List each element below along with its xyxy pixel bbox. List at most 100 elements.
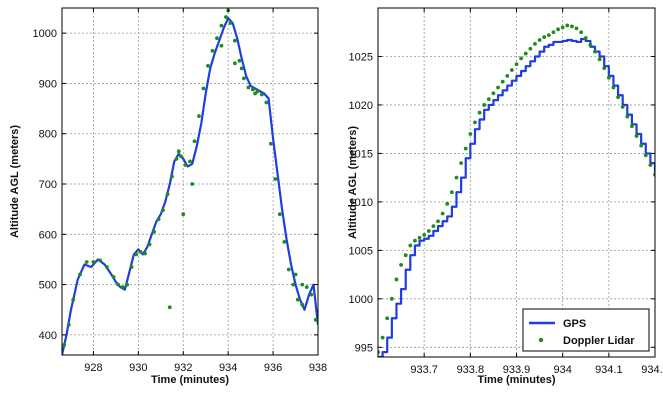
- data-point-doppler-lidar: [233, 38, 237, 43]
- y-tick-label: 1020: [349, 100, 373, 112]
- data-point-doppler-lidar: [630, 124, 634, 129]
- data-point-doppler-lidar: [239, 66, 244, 71]
- data-point-doppler-lidar: [174, 156, 179, 161]
- data-point-doppler-lidar: [71, 297, 76, 302]
- data-point-doppler-lidar: [394, 277, 399, 282]
- series-line-gps: [378, 37, 655, 357]
- y-tick-label: 400: [39, 330, 57, 342]
- data-point-doppler-lidar: [183, 163, 188, 167]
- y-tick-label: 1025: [349, 51, 373, 63]
- data-point-doppler-lidar: [463, 146, 468, 151]
- data-point-doppler-lidar: [422, 232, 427, 237]
- data-point-doppler-lidar: [449, 190, 454, 195]
- data-point-doppler-lidar: [417, 235, 422, 240]
- data-point-doppler-lidar: [408, 243, 413, 248]
- x-tick-label: 930: [129, 362, 147, 374]
- data-point-doppler-lidar: [188, 159, 192, 164]
- data-point-doppler-lidar: [129, 265, 134, 269]
- data-point-doppler-lidar: [551, 30, 556, 35]
- data-point-doppler-lidar: [246, 85, 251, 90]
- data-point-doppler-lidar: [639, 143, 644, 148]
- x-tick-label: 933.9: [503, 364, 531, 376]
- data-point-doppler-lidar: [309, 292, 314, 297]
- data-point-doppler-lidar: [215, 36, 219, 41]
- data-point-doppler-lidar: [385, 316, 390, 321]
- data-point-doppler-lidar: [468, 132, 473, 136]
- data-point-doppler-lidar: [491, 91, 496, 96]
- data-point-doppler-lidar: [473, 120, 477, 125]
- data-point-doppler-lidar: [542, 35, 547, 39]
- data-point-doppler-lidar: [413, 238, 417, 243]
- data-point-doppler-lidar: [295, 297, 300, 302]
- data-point-doppler-lidar: [237, 58, 242, 63]
- data-point-doppler-lidar: [537, 38, 542, 42]
- data-point-doppler-lidar: [546, 33, 551, 38]
- data-point-doppler-lidar: [111, 275, 116, 279]
- data-point-doppler-lidar: [496, 85, 500, 90]
- x-tick-label: 928: [84, 362, 102, 374]
- data-point-doppler-lidar: [583, 36, 588, 40]
- data-point-doppler-lidar: [134, 252, 139, 257]
- data-point-doppler-lidar: [210, 48, 215, 53]
- data-point-doppler-lidar: [66, 322, 71, 327]
- x-tick-label: 934.2: [641, 364, 663, 376]
- data-point-doppler-lidar: [440, 211, 445, 216]
- data-point-doppler-lidar: [259, 92, 264, 97]
- data-point-doppler-lidar: [156, 217, 161, 222]
- data-point-doppler-lidar: [78, 272, 82, 277]
- data-point-doppler-lidar: [389, 296, 394, 301]
- data-point-doppler-lidar: [233, 61, 237, 66]
- data-point-doppler-lidar: [523, 51, 528, 56]
- left-chart-panel: 928 930 932 934 936 938 400 500 600 700 800 900 1000…: [9, 7, 327, 386]
- data-point-doppler-lidar: [293, 272, 298, 277]
- data-point-doppler-lidar: [192, 139, 197, 144]
- data-point-doppler-lidar: [125, 282, 130, 287]
- plot-background: [62, 8, 318, 355]
- data-point-doppler-lidar: [138, 250, 143, 254]
- data-point-doppler-lidar: [286, 267, 291, 272]
- data-point-doppler-lidar: [116, 282, 121, 287]
- data-point-doppler-lidar: [611, 85, 616, 90]
- data-point-doppler-lidar: [606, 75, 611, 80]
- data-point-doppler-lidar: [380, 335, 385, 340]
- data-point-doppler-lidar: [264, 100, 269, 105]
- data-point-doppler-lidar: [620, 104, 625, 109]
- x-tick-label: 933.7: [410, 364, 438, 376]
- data-point-doppler-lidar: [643, 153, 648, 158]
- data-point-doppler-lidar: [62, 343, 67, 347]
- y-tick-label: 1005: [349, 245, 373, 257]
- legend-label-doppler-lidar: Doppler Lidar: [563, 335, 635, 347]
- data-point-doppler-lidar: [273, 177, 278, 181]
- data-point-doppler-lidar: [143, 251, 147, 256]
- data-point-doppler-lidar: [84, 260, 89, 264]
- y-tick-label: 700: [39, 179, 57, 191]
- data-point-doppler-lidar: [300, 282, 305, 287]
- data-point-doppler-lidar: [625, 114, 630, 119]
- data-point-doppler-lidar: [486, 97, 491, 102]
- data-point-doppler-lidar: [574, 26, 579, 31]
- data-point-doppler-lidar: [399, 263, 403, 267]
- x-tick-label: 934.1: [595, 364, 623, 376]
- series-group: [378, 23, 655, 357]
- data-point-doppler-lidar: [533, 41, 537, 46]
- data-point-doppler-lidar: [514, 62, 519, 67]
- data-point-doppler-lidar: [228, 21, 233, 25]
- data-point-doppler-lidar: [152, 229, 156, 234]
- data-point-doppler-lidar: [291, 282, 296, 287]
- x-tick-label: 936: [264, 362, 282, 374]
- x-tick-label: 938: [309, 362, 327, 374]
- right-chart-panel: 933.7 933.8 933.9 934 934.1 934.2 995 1000 1005 1…: [347, 7, 663, 386]
- data-point-doppler-lidar: [505, 73, 510, 78]
- data-point-doppler-lidar: [509, 68, 514, 72]
- data-point-doppler-lidar: [579, 30, 584, 35]
- legend: GPS Doppler Lidar: [522, 308, 650, 352]
- data-point-doppler-lidar: [459, 161, 463, 166]
- x-tick-label: 933.8: [457, 364, 485, 376]
- y-tick-label: 1000: [349, 294, 373, 306]
- data-point-doppler-lidar: [648, 163, 653, 167]
- series-line-gps: [62, 16, 318, 355]
- data-point-doppler-lidar: [556, 27, 560, 32]
- data-point-doppler-lidar: [403, 253, 408, 258]
- data-point-doppler-lidar: [181, 212, 186, 217]
